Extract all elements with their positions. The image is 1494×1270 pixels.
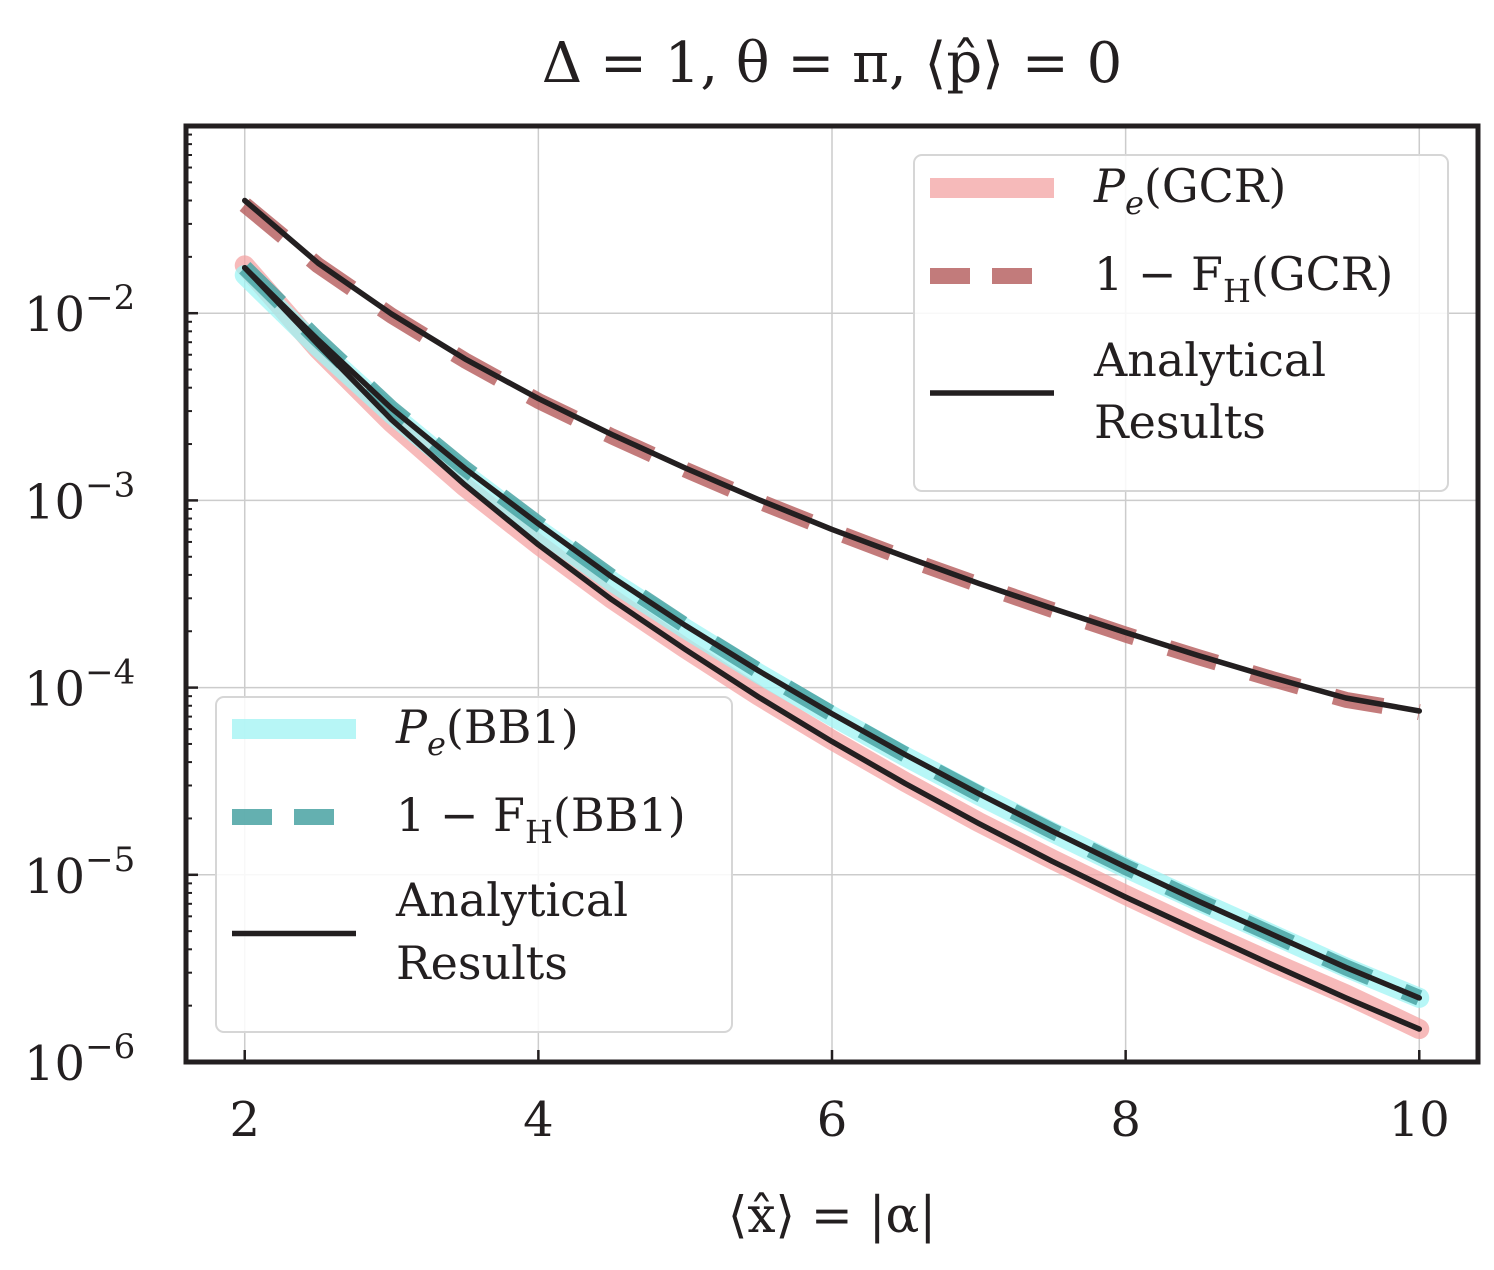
legend-label: Pe(BB1) (395, 700, 579, 763)
y-tick-label: 10−4 (24, 653, 135, 718)
legend-label-analytical-results: Analytical (395, 873, 628, 927)
plot-frame (183, 123, 1481, 1065)
x-tick-label: 10 (1389, 1092, 1450, 1148)
legend-gcr: Pe(GCR) 1 − FH(GCR) Analytical Results (913, 154, 1449, 492)
y-tick-label: 10−2 (24, 278, 135, 343)
y-tick-label: 10−3 (24, 465, 135, 530)
x-tick-label: 6 (817, 1092, 848, 1148)
legend-label-analytical-results: Analytical (1093, 333, 1326, 387)
chart-title: Δ = 1, θ = π, ⟨p̂⟩ = 0 (542, 31, 1123, 96)
legend-box (215, 696, 733, 1033)
legend-bb1: Pe(BB1) 1 − FH(BB1) Analytical Results (215, 696, 733, 1033)
x-tick-label: 4 (523, 1092, 554, 1148)
legend-box (913, 154, 1449, 492)
legend-label: 1 − FH(GCR) (1094, 247, 1393, 310)
y-tick-label: 10−6 (24, 1027, 135, 1092)
legend-label-analytical-results: Results (396, 936, 568, 990)
series-line-analytical-results-gcr- (241, 197, 1423, 714)
series-line-analytical-results-lower- (241, 264, 1423, 1032)
y-tick-label: 10−5 (24, 840, 135, 905)
x-axis-label: ⟨x̂⟩ = |α| (728, 1186, 936, 1244)
legend-label-analytical-results: Results (1094, 395, 1266, 449)
legend-label: 1 − FH(BB1) (396, 788, 686, 851)
legend-label: Pe(GCR) (1093, 159, 1286, 222)
series-line-analytical-results-bb1- (241, 264, 1423, 1001)
x-tick-label: 8 (1110, 1092, 1141, 1148)
x-tick-label: 2 (229, 1092, 260, 1148)
